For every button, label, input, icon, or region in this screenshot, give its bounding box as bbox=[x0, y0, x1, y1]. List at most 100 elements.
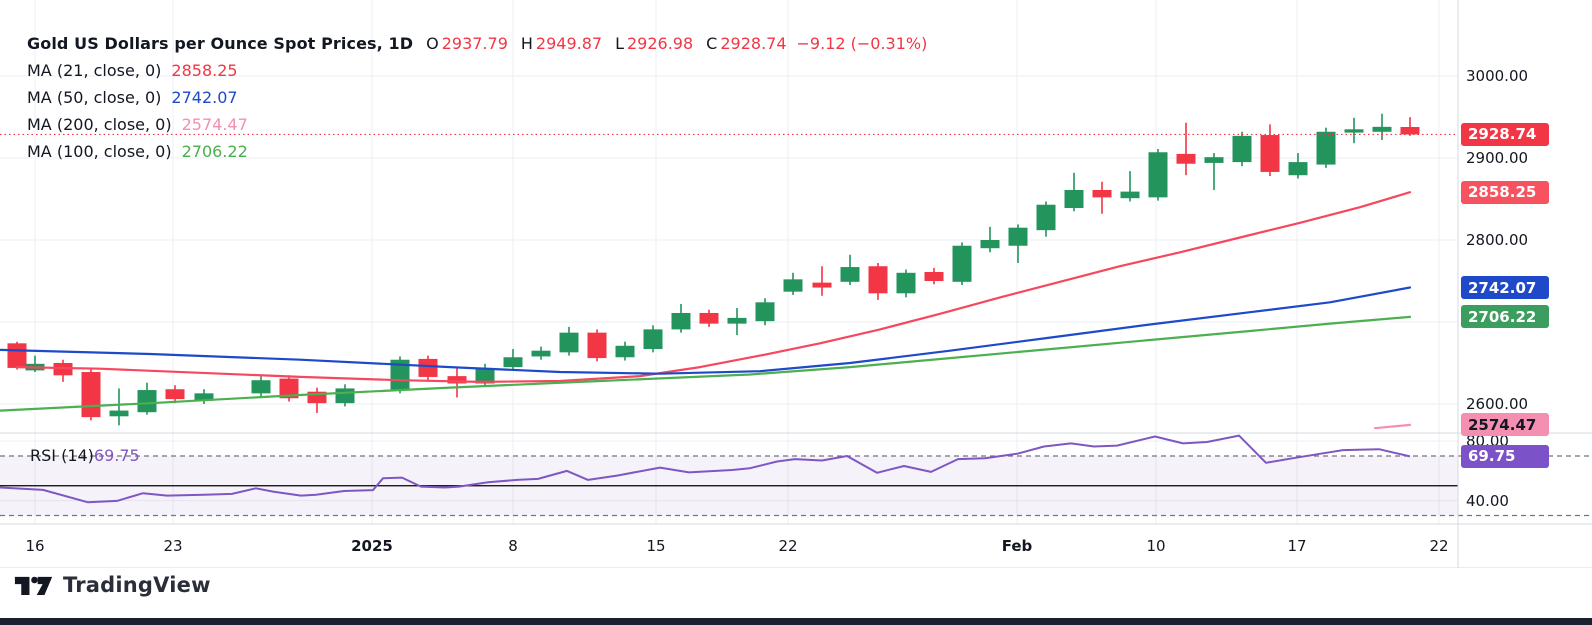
ma50-value: 2742.07 bbox=[171, 88, 238, 107]
candle-body bbox=[1176, 153, 1196, 164]
price-axis-label: 2600.00 bbox=[1466, 395, 1529, 413]
time-axis-label: 2025 bbox=[351, 537, 393, 555]
ma21-label: MA (21, close, 0) bbox=[27, 61, 162, 80]
rsi-badge: 69.75 bbox=[1461, 444, 1549, 468]
candle-body bbox=[1372, 126, 1392, 132]
candle-body bbox=[812, 282, 832, 288]
candle-body bbox=[699, 312, 719, 324]
candle-body bbox=[1064, 189, 1084, 209]
bottom-window-edge bbox=[0, 618, 1592, 625]
time-axis-label: 15 bbox=[646, 537, 666, 555]
candle-body bbox=[896, 272, 916, 294]
ma21-legend-row[interactable]: MA (21, close, 0) 2858.25 bbox=[27, 57, 927, 84]
candle-body bbox=[531, 350, 551, 357]
candle-body bbox=[109, 410, 129, 417]
rsi-line bbox=[0, 434, 1411, 504]
rsi-value: 69.75 bbox=[93, 445, 140, 465]
candle-body bbox=[81, 372, 101, 418]
price-badge: 2928.74 bbox=[1461, 122, 1549, 146]
ma200-legend-row[interactable]: MA (200, close, 0) 2574.47 bbox=[27, 111, 927, 138]
tradingview-branding[interactable]: TradingView bbox=[14, 573, 211, 597]
candle-body bbox=[1400, 127, 1420, 135]
candle-body bbox=[1288, 162, 1308, 176]
candle-body bbox=[165, 389, 185, 400]
change-value: −9.12 (−0.31%) bbox=[796, 34, 928, 53]
candle-body bbox=[251, 380, 271, 394]
ma21-value: 2858.25 bbox=[171, 61, 238, 80]
candle-body bbox=[980, 240, 1000, 249]
candle-body bbox=[1316, 131, 1336, 165]
low-label: L bbox=[615, 34, 624, 53]
candle-body bbox=[1092, 189, 1112, 198]
chart-canvas[interactable] bbox=[0, 0, 1592, 568]
time-axis-label: 17 bbox=[1287, 537, 1307, 555]
symbol-legend: Gold US Dollars per Ounce Spot Prices, 1… bbox=[27, 30, 927, 165]
candle-body bbox=[671, 312, 691, 330]
rsi-axis-label: 40.00 bbox=[1466, 491, 1509, 510]
ma100-label: MA (100, close, 0) bbox=[27, 142, 172, 161]
time-axis-label: 16 bbox=[25, 537, 45, 555]
candle-body bbox=[559, 332, 579, 353]
open-label: O bbox=[426, 34, 439, 53]
open-value: 2937.79 bbox=[441, 34, 508, 53]
candle-body bbox=[1008, 227, 1028, 246]
candle-body bbox=[755, 302, 775, 322]
candle-body bbox=[307, 391, 327, 404]
rsi-legend-row[interactable]: RSI (14) 69.75 bbox=[30, 444, 140, 466]
candle-body bbox=[447, 376, 467, 384]
candle-body bbox=[1120, 191, 1140, 199]
candle-body bbox=[1344, 129, 1364, 133]
price-badge: 2858.25 bbox=[1461, 180, 1549, 204]
candle-body bbox=[418, 358, 438, 377]
price-badge: 2706.22 bbox=[1461, 305, 1549, 329]
candle-body bbox=[868, 266, 888, 294]
candle-body bbox=[503, 357, 523, 368]
candle-body bbox=[53, 363, 73, 376]
rsi-label: RSI (14) bbox=[30, 445, 94, 465]
candle-body bbox=[194, 393, 214, 401]
candle-body bbox=[475, 367, 495, 384]
candle-body bbox=[840, 267, 860, 282]
price-axis-label: 2900.00 bbox=[1466, 149, 1529, 167]
candle-body bbox=[1204, 157, 1224, 163]
symbol-title: Gold US Dollars per Ounce Spot Prices, 1… bbox=[27, 34, 414, 53]
ohlc-legend-row[interactable]: Gold US Dollars per Ounce Spot Prices, 1… bbox=[27, 30, 927, 57]
time-axis-label: 22 bbox=[778, 537, 798, 555]
price-axis-label: 2800.00 bbox=[1466, 231, 1529, 249]
candle-body bbox=[952, 245, 972, 282]
candle-body bbox=[279, 378, 299, 399]
candle-body bbox=[924, 271, 944, 281]
candle-body bbox=[783, 279, 803, 292]
time-axis-label: 8 bbox=[508, 537, 518, 555]
close-label: C bbox=[706, 34, 718, 53]
candle-body bbox=[7, 343, 27, 368]
candle-body bbox=[643, 329, 663, 350]
tradingview-logo-text: TradingView bbox=[63, 573, 211, 597]
candle-body bbox=[1148, 152, 1168, 198]
time-axis-label: 23 bbox=[163, 537, 183, 555]
ma200-value: 2574.47 bbox=[181, 115, 248, 134]
ma100-value: 2706.22 bbox=[181, 142, 248, 161]
candle-body bbox=[137, 390, 157, 413]
candle-body bbox=[1260, 135, 1280, 172]
ma-line-200 bbox=[1373, 423, 1412, 430]
ma50-legend-row[interactable]: MA (50, close, 0) 2742.07 bbox=[27, 84, 927, 111]
ma200-label: MA (200, close, 0) bbox=[27, 115, 172, 134]
candle-body bbox=[587, 332, 607, 359]
candle-body bbox=[615, 345, 635, 358]
high-value: 2949.87 bbox=[535, 34, 603, 53]
time-axis-label: 10 bbox=[1146, 537, 1166, 555]
ma-line-100 bbox=[0, 315, 1412, 412]
time-axis-label: Feb bbox=[1001, 537, 1033, 555]
high-label: H bbox=[520, 34, 533, 53]
ma100-legend-row[interactable]: MA (100, close, 0) 2706.22 bbox=[27, 138, 927, 165]
candle-body bbox=[727, 317, 747, 324]
ma50-label: MA (50, close, 0) bbox=[27, 88, 162, 107]
price-axis-label: 3000.00 bbox=[1466, 67, 1529, 85]
candle-body bbox=[1036, 204, 1056, 231]
close-value: 2928.74 bbox=[720, 34, 787, 53]
low-value: 2926.98 bbox=[627, 34, 694, 53]
candle-body bbox=[1232, 135, 1252, 163]
price-badge: 2742.07 bbox=[1461, 276, 1549, 299]
